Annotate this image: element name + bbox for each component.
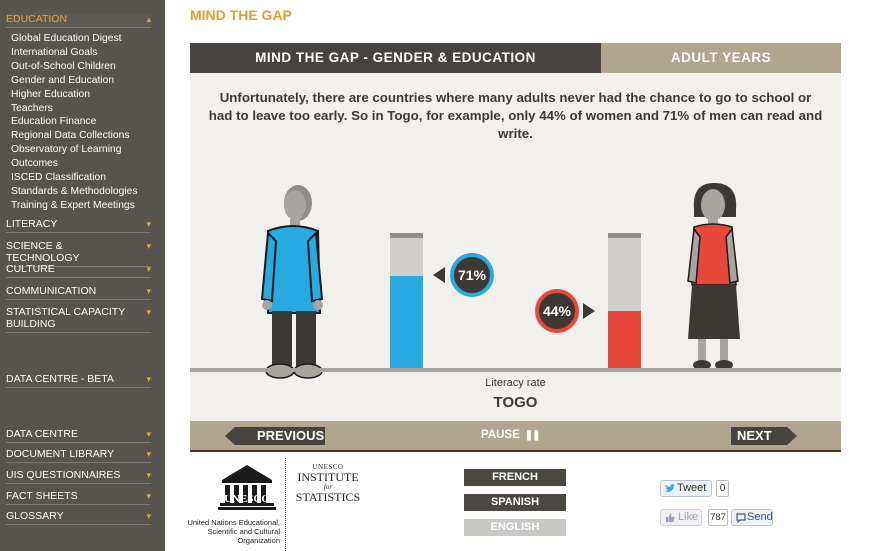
unesco-logo[interactable]: UNESCO — [190, 460, 290, 550]
sidebar-section-label: EDUCATION — [6, 13, 68, 25]
sidebar-item[interactable]: Teachers — [11, 102, 53, 114]
tweet-label: Tweet — [677, 482, 707, 494]
sidebar-section-label: CULTURE — [6, 263, 55, 275]
send-message-icon — [736, 513, 746, 523]
sidebar-item[interactable]: Out-of-School Children — [11, 60, 116, 72]
arrow-left-icon — [433, 267, 445, 283]
arrow-right-icon — [583, 303, 595, 319]
language-english-button[interactable]: ENGLISH — [464, 519, 566, 536]
sidebar-section-label: UIS QUESTIONNAIRES — [6, 469, 121, 481]
education-submenu: Global Education Digest International Go… — [11, 32, 161, 213]
language-spanish-button[interactable]: SPANISH — [464, 494, 566, 511]
sidebar-section-label: STATISTICAL CAPACITY BUILDING — [6, 306, 126, 330]
chevron-down-icon: ▾ — [146, 470, 151, 480]
sidebar-section-label: LITERACY — [6, 218, 58, 230]
sidebar-item[interactable]: Gender and Education — [11, 74, 115, 86]
literacy-bar-women-fill — [608, 310, 641, 368]
sidebar-section-uis-questionnaires[interactable]: UIS QUESTIONNAIRES ▾ — [6, 469, 151, 484]
page-title: MIND THE GAP — [190, 7, 292, 23]
sidebar-section-label: SCIENCE & TECHNOLOGY — [6, 240, 80, 264]
thumbs-up-icon — [666, 513, 675, 522]
man-illustration — [260, 185, 324, 379]
infographic-stage: Unfortunately, there are countries where… — [190, 73, 841, 421]
sidebar-item[interactable]: ISCED Classification — [11, 172, 106, 184]
like-count: 787 — [708, 509, 728, 526]
uis-logo[interactable]: UNESCO INSTITUTE for STATISTICS — [293, 463, 363, 504]
sidebar-section-label: COMMUNICATION — [6, 285, 97, 297]
chevron-down-icon: ▾ — [146, 286, 151, 296]
sidebar-item[interactable]: Global Education Digest — [11, 33, 122, 44]
sidebar-section-statistical-capacity[interactable]: STATISTICAL CAPACITY BUILDING ▾ — [6, 306, 151, 333]
sidebar-section-data-centre-beta[interactable]: DATA CENTRE - BETA ▾ — [6, 373, 151, 388]
literacy-bar-men — [390, 233, 423, 368]
tweet-button[interactable]: Tweet — [660, 480, 712, 497]
chevron-down-icon: ▾ — [146, 241, 151, 251]
language-french-button[interactable]: FRENCH — [464, 469, 566, 486]
infographic-nav: PREVIOUS PAUSE ❚❚ NEXT — [190, 421, 841, 450]
chevron-down-icon: ▾ — [146, 449, 151, 459]
sidebar-item[interactable]: International Goals — [11, 46, 98, 58]
sidebar-item[interactable]: Observatory of Learning Outcomes — [11, 144, 122, 170]
uis-logo-line: for — [323, 483, 333, 491]
chevron-down-icon: ▾ — [146, 219, 151, 229]
sidebar-item[interactable]: Training & Expert Meetings — [11, 199, 135, 211]
tab-bar: MIND THE GAP - GENDER & EDUCATION ADULT … — [190, 43, 841, 73]
chevron-down-icon: ▾ — [146, 307, 151, 317]
sidebar-section-education[interactable]: EDUCATION ▴ — [6, 13, 151, 28]
sidebar-section-document-library[interactable]: DOCUMENT LIBRARY ▾ — [6, 448, 151, 463]
pause-icon: ❚❚ — [524, 430, 541, 441]
next-button[interactable]: NEXT — [731, 427, 797, 445]
literacy-bar-women — [608, 233, 641, 368]
send-label: Send — [747, 511, 773, 523]
send-button[interactable]: Send — [731, 509, 773, 526]
sidebar-section-glossary[interactable]: GLOSSARY ▾ — [6, 510, 151, 525]
un-caption: United Nations Educational, Scientific a… — [187, 518, 280, 545]
unesco-wordmark: UNESCO — [224, 493, 270, 505]
chevron-down-icon: ▾ — [146, 429, 151, 439]
women-literacy-badge: 44% — [535, 289, 579, 333]
sidebar-section-label: DATA CENTRE — [6, 428, 78, 440]
men-literacy-badge: 71% — [450, 253, 494, 297]
sidebar-section-label: DOCUMENT LIBRARY — [6, 448, 115, 460]
sidebar-section-fact-sheets[interactable]: FACT SHEETS ▾ — [6, 490, 151, 505]
woman-illustration — [687, 183, 740, 370]
sidebar-item[interactable]: Education Finance — [11, 116, 97, 128]
sidebar-item[interactable]: Standards & Methodologies — [11, 185, 138, 197]
chevron-up-icon: ▴ — [146, 14, 151, 24]
sidebar-item[interactable]: Higher Education — [11, 88, 90, 100]
tweet-count: 0 — [716, 480, 729, 497]
uis-logo-line: STATISTICS — [295, 490, 361, 504]
sidebar-section-label: DATA CENTRE - BETA — [6, 373, 114, 385]
sidebar: EDUCATION ▴ Global Education Digest Inte… — [0, 0, 165, 551]
uis-logo-line: UNESCO — [312, 463, 344, 471]
sidebar-section-literacy[interactable]: LITERACY ▾ — [6, 218, 151, 233]
pause-button[interactable]: PAUSE ❚❚ — [481, 429, 541, 441]
logo-divider — [285, 458, 286, 551]
country-name: TOGO — [493, 394, 538, 411]
twitter-bird-icon — [665, 484, 675, 492]
literacy-bar-men-fill — [390, 275, 423, 368]
pause-label: PAUSE — [481, 429, 520, 441]
sidebar-item[interactable]: Regional Data Collections — [11, 130, 130, 142]
chevron-down-icon: ▾ — [146, 374, 151, 384]
footer-divider — [190, 450, 841, 452]
sidebar-section-label: GLOSSARY — [6, 510, 64, 522]
tab-gender-education[interactable]: MIND THE GAP - GENDER & EDUCATION — [190, 43, 601, 73]
infographic-text: Unfortunately, there are countries where… — [208, 90, 823, 141]
previous-button[interactable]: PREVIOUS — [225, 427, 325, 445]
literacy-rate-caption: Literacy rate — [485, 377, 546, 389]
sidebar-section-label: FACT SHEETS — [6, 490, 78, 502]
sidebar-section-data-centre[interactable]: DATA CENTRE ▾ — [6, 428, 151, 443]
like-button[interactable]: Like — [660, 509, 702, 526]
like-label: Like — [678, 511, 699, 523]
chevron-down-icon: ▾ — [146, 511, 151, 521]
floor-line — [190, 368, 841, 372]
sidebar-section-culture[interactable]: CULTURE ▾ — [6, 263, 151, 278]
sidebar-section-science[interactable]: SCIENCE & TECHNOLOGY ▾ — [6, 240, 151, 267]
chevron-down-icon: ▾ — [146, 264, 151, 274]
chevron-down-icon: ▾ — [146, 491, 151, 501]
uis-logo-line: INSTITUTE — [297, 470, 359, 484]
tab-adult-years[interactable]: ADULT YEARS — [601, 43, 841, 73]
sidebar-section-communication[interactable]: COMMUNICATION ▾ — [6, 285, 151, 300]
